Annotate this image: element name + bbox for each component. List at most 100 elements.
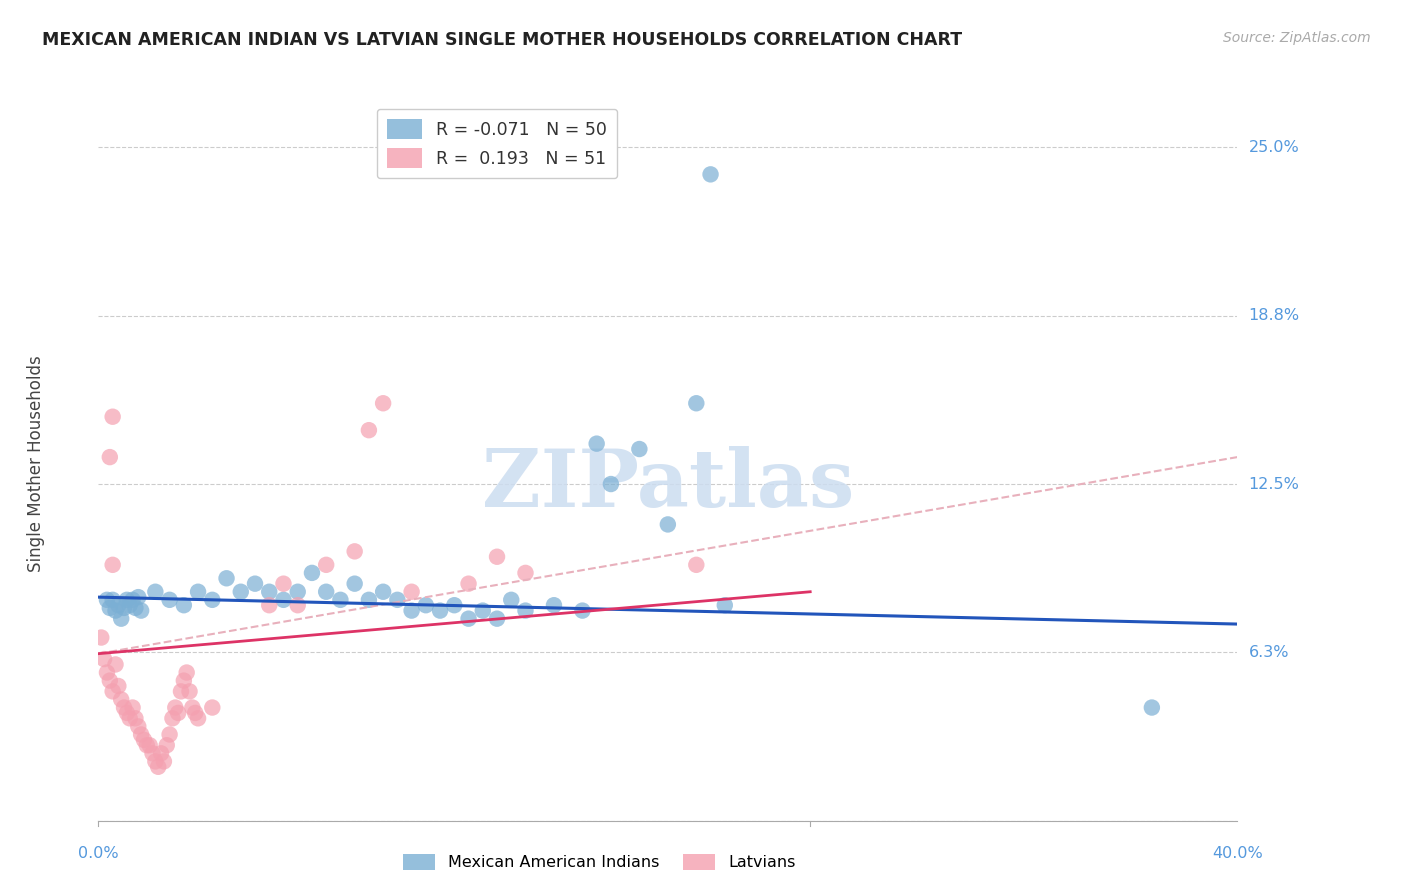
Point: [150, 747, 173, 761]
Point: [343, 544, 366, 558]
Point: [301, 566, 323, 580]
Point: [515, 604, 537, 618]
Point: [543, 598, 565, 612]
Point: [184, 706, 207, 720]
Point: [181, 700, 204, 714]
Point: [118, 598, 141, 612]
Point: [115, 706, 138, 720]
Point: [201, 700, 224, 714]
Point: [373, 396, 395, 410]
Point: [273, 592, 295, 607]
Point: [401, 604, 423, 618]
Point: [571, 604, 593, 618]
Point: [585, 436, 607, 450]
Point: [429, 604, 451, 618]
Point: [129, 604, 152, 618]
Point: [90, 631, 112, 645]
Point: [156, 738, 179, 752]
Point: [443, 598, 465, 612]
Point: [259, 598, 281, 612]
Point: [115, 592, 138, 607]
Point: [167, 706, 190, 720]
Point: [287, 584, 309, 599]
Point: [179, 684, 201, 698]
Point: [229, 584, 252, 599]
Point: [135, 738, 157, 752]
Text: Source: ZipAtlas.com: Source: ZipAtlas.com: [1223, 31, 1371, 45]
Point: [457, 612, 479, 626]
Point: [373, 584, 395, 599]
Point: [1140, 700, 1163, 714]
Point: [98, 450, 121, 464]
Point: [132, 732, 155, 747]
Point: [329, 592, 352, 607]
Point: [699, 167, 721, 181]
Text: 25.0%: 25.0%: [1249, 140, 1299, 155]
Point: [201, 592, 224, 607]
Point: [124, 711, 146, 725]
Point: [173, 598, 195, 612]
Point: [127, 590, 149, 604]
Text: 6.3%: 6.3%: [1249, 645, 1289, 660]
Point: [129, 727, 152, 741]
Point: [657, 517, 679, 532]
Point: [600, 477, 623, 491]
Point: [259, 584, 281, 599]
Point: [273, 576, 295, 591]
Point: [127, 719, 149, 733]
Point: [145, 755, 167, 769]
Point: [357, 592, 380, 607]
Point: [628, 442, 651, 456]
Point: [170, 684, 193, 698]
Point: [101, 558, 124, 572]
Text: 0.0%: 0.0%: [79, 846, 118, 861]
Point: [173, 673, 195, 688]
Point: [124, 601, 146, 615]
Point: [101, 409, 124, 424]
Point: [153, 755, 176, 769]
Point: [501, 592, 523, 607]
Point: [96, 665, 118, 680]
Text: 18.8%: 18.8%: [1249, 309, 1299, 323]
Point: [315, 558, 337, 572]
Point: [243, 576, 266, 591]
Point: [159, 727, 181, 741]
Point: [101, 684, 124, 698]
Point: [176, 665, 198, 680]
Point: [101, 592, 124, 607]
Point: [471, 604, 494, 618]
Point: [486, 549, 509, 564]
Point: [343, 576, 366, 591]
Point: [107, 598, 129, 612]
Point: [315, 584, 337, 599]
Point: [112, 601, 135, 615]
Point: [415, 598, 437, 612]
Point: [110, 612, 132, 626]
Text: 12.5%: 12.5%: [1249, 476, 1299, 491]
Point: [110, 692, 132, 706]
Point: [685, 558, 707, 572]
Point: [187, 711, 209, 725]
Text: 40.0%: 40.0%: [1212, 846, 1263, 861]
Point: [118, 711, 141, 725]
Text: Single Mother Households: Single Mother Households: [27, 356, 45, 572]
Point: [387, 592, 409, 607]
Point: [121, 592, 143, 607]
Point: [121, 700, 143, 714]
Point: [98, 601, 121, 615]
Point: [162, 711, 184, 725]
Point: [486, 612, 509, 626]
Text: MEXICAN AMERICAN INDIAN VS LATVIAN SINGLE MOTHER HOUSEHOLDS CORRELATION CHART: MEXICAN AMERICAN INDIAN VS LATVIAN SINGL…: [42, 31, 962, 49]
Point: [714, 598, 737, 612]
Point: [401, 584, 423, 599]
Point: [93, 652, 115, 666]
Point: [96, 592, 118, 607]
Point: [457, 576, 479, 591]
Point: [107, 679, 129, 693]
Legend: Mexican American Indians, Latvians: Mexican American Indians, Latvians: [396, 847, 801, 877]
Point: [215, 571, 238, 585]
Point: [138, 738, 160, 752]
Point: [98, 673, 121, 688]
Point: [148, 760, 170, 774]
Point: [141, 747, 163, 761]
